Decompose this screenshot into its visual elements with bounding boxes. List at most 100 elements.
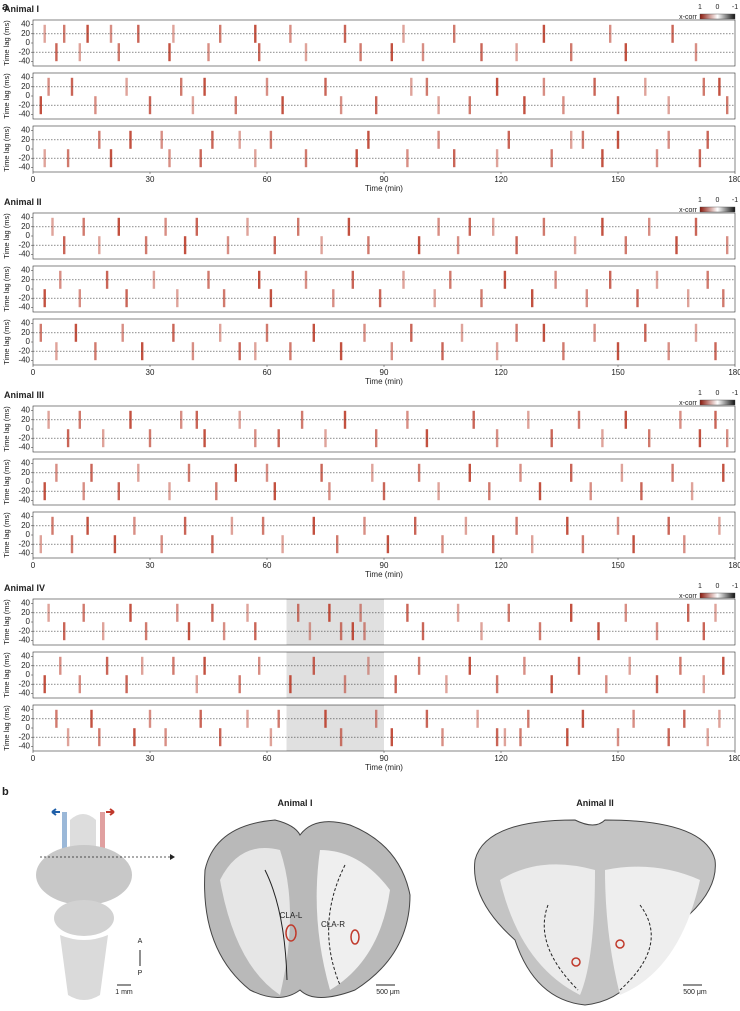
y-tick-label: -40 (18, 110, 30, 119)
y-tick-label: 40 (21, 652, 30, 661)
x-tick-label: 0 (31, 754, 36, 763)
y-axis-label: Time lag (ms) (2, 512, 11, 558)
y-tick-label: 0 (26, 477, 31, 486)
y-tick-label: 20 (21, 468, 30, 477)
plot-area (32, 405, 736, 453)
xcorr-stripe (277, 709, 280, 728)
xcorr-stripe (679, 656, 682, 675)
x-tick-label: 150 (611, 175, 625, 184)
xcorr-stripe (238, 130, 241, 149)
x-tick-label: 60 (263, 754, 272, 763)
xcorr-stripe (199, 149, 202, 168)
y-axis-label: Time lag (ms) (2, 213, 11, 259)
y-tick-label: 20 (21, 415, 30, 424)
x-tick-label: 60 (263, 561, 272, 570)
x-tick-label: 120 (494, 175, 508, 184)
scale-label: 1 mm (115, 989, 133, 996)
xcorr-stripe (667, 342, 670, 361)
xcorr-stripe (390, 342, 393, 361)
xcorr-stripe (339, 342, 343, 361)
xcorr-stripe (172, 656, 175, 675)
xcorr-stripe (82, 217, 85, 236)
y-tick-label: 20 (21, 222, 30, 231)
xcorr-stripe (328, 603, 331, 622)
chart-title: Animal IV (4, 583, 45, 593)
xcorr-stripe (624, 43, 627, 62)
x-tick-label: 120 (494, 368, 508, 377)
y-tick-label: -40 (18, 689, 30, 698)
y-tick-label: 0 (26, 144, 31, 153)
xcorr-stripe (273, 482, 276, 501)
x-tick-label: 120 (494, 561, 508, 570)
chart-title: Animal I (4, 4, 39, 14)
xcorr-stripe (718, 516, 721, 535)
xcorr-stripe (417, 463, 421, 482)
y-axis-label: Time lag (ms) (2, 705, 11, 751)
xcorr-stripe (195, 410, 198, 429)
xcorr-stripe (289, 342, 292, 361)
xcorr-stripe (39, 323, 42, 342)
xcorr-stripe (195, 217, 198, 236)
x-tick-label: 60 (263, 175, 272, 184)
y-tick-label: -20 (18, 732, 30, 741)
y-tick-label: 20 (21, 714, 30, 723)
region-label: CLA-L (280, 911, 303, 920)
x-tick-label: 90 (380, 175, 389, 184)
plot-area (32, 511, 736, 559)
colorbar-tick: 0 (716, 390, 720, 397)
y-tick-label: -20 (18, 293, 30, 302)
chart-title: Animal III (4, 390, 44, 400)
y-axis-label: Time lag (ms) (2, 73, 11, 119)
y-tick-label: 0 (26, 337, 31, 346)
plot-area (32, 19, 736, 67)
xcorr-stripe (300, 410, 304, 429)
x-axis-label: Time (min) (365, 184, 403, 193)
y-tick-label: 40 (21, 705, 30, 714)
xcorr-stripe (367, 656, 370, 675)
highlight (286, 599, 384, 645)
xcorr-stripe (273, 236, 276, 255)
xcorr-stripe (199, 709, 202, 728)
xcorr-stripe (718, 709, 721, 728)
xcorr-stripe (585, 289, 588, 308)
y-tick-label: 0 (26, 617, 31, 626)
y-tick-label: 0 (26, 231, 31, 240)
y-tick-label: -20 (18, 47, 30, 56)
y-tick-label: -40 (18, 303, 30, 312)
xcorr-stripe (679, 410, 682, 429)
y-tick-label: 20 (21, 521, 30, 530)
plot-area (32, 212, 736, 260)
xcorr-stripe (339, 622, 343, 641)
y-tick-label: -40 (18, 636, 30, 645)
y-tick-label: -40 (18, 57, 30, 66)
xcorr-stripe (312, 516, 315, 535)
xcorr-stripe (468, 217, 471, 236)
y-tick-label: -40 (18, 250, 30, 259)
xcorr-stripe (445, 675, 448, 694)
xcorr-stripe (367, 236, 370, 255)
xcorr-stripe (133, 728, 136, 747)
y-tick-label: 40 (21, 266, 30, 275)
colorbar-label: x-corr (679, 14, 698, 21)
x-tick-label: 90 (380, 368, 389, 377)
xcorr-stripe (702, 77, 705, 96)
y-tick-label: 40 (21, 213, 30, 222)
highlight (286, 705, 384, 751)
colorbar (699, 13, 736, 20)
y-tick-label: -40 (18, 163, 30, 172)
y-axis-label: Time lag (ms) (2, 459, 11, 505)
section-image (474, 819, 716, 1006)
highlight (286, 652, 384, 698)
xcorr-stripe (589, 482, 592, 501)
xcorr-stripe (78, 675, 81, 694)
y-tick-label: -20 (18, 100, 30, 109)
y-tick-label: 40 (21, 599, 30, 608)
xcorr-stripe (367, 130, 370, 149)
xcorr-stripe (94, 96, 97, 115)
xcorr-stripe (183, 516, 187, 535)
y-tick-label: 20 (21, 328, 30, 337)
y-tick-label: -40 (18, 443, 30, 452)
x-tick-label: 30 (146, 754, 155, 763)
xcorr-stripe (43, 24, 46, 43)
